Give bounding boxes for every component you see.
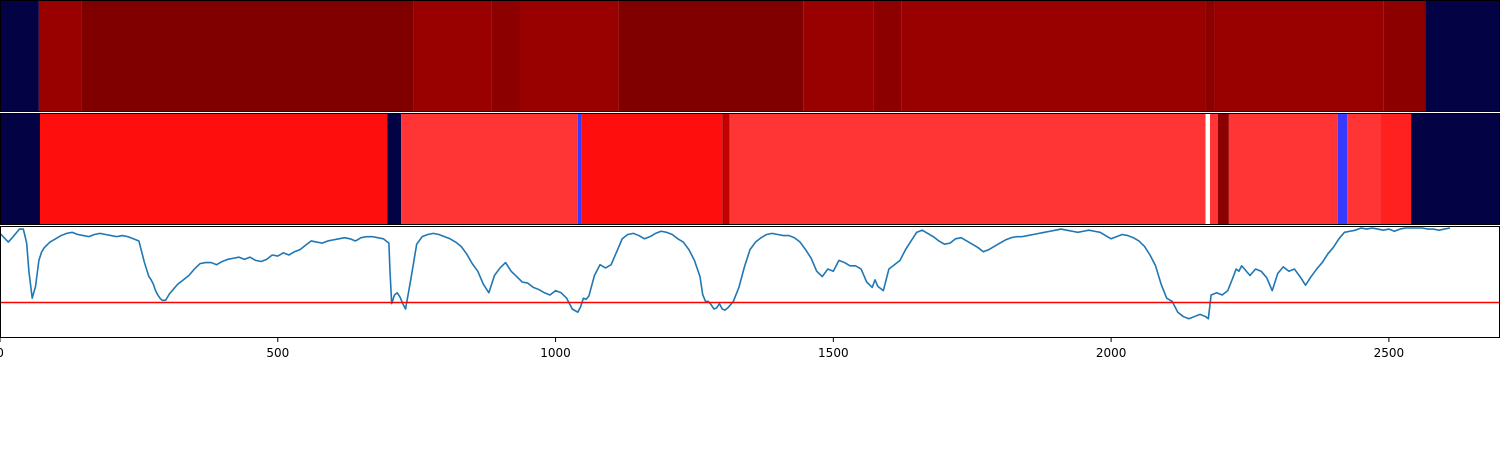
x-tick-label: 2000 [1096, 346, 1127, 360]
heatmap-segment [618, 0, 804, 112]
heatmap-segment [38, 0, 82, 112]
heatmap-segment [0, 113, 40, 225]
line-plot-panel [0, 226, 1500, 338]
heatmap-segment [901, 0, 1206, 112]
heatmap-segment [581, 113, 723, 225]
heatmap-segment [1383, 0, 1426, 112]
heatmap-segment [873, 0, 902, 112]
heatmap-segment [1228, 113, 1338, 225]
heatmap-segment [1217, 113, 1229, 225]
heatmap-segment [1205, 113, 1210, 225]
signal-line [0, 227, 1451, 320]
heatmap-segment [520, 0, 619, 112]
heatmap-segment [40, 113, 388, 225]
x-axis: 0 500 1000 1500 2000 2500 [0, 338, 1404, 360]
heatmap-segment [1411, 113, 1500, 225]
heatmap-segment [1214, 0, 1384, 112]
heatmap-segment [1205, 0, 1215, 112]
heatmap-segment [0, 0, 39, 112]
heatmap-segment [1210, 113, 1218, 225]
heatmap-segment [803, 0, 874, 112]
heatmap-segment [387, 113, 402, 225]
heatmap-segment [401, 113, 578, 225]
line-panel-background [0, 226, 1500, 338]
heatmap-segment [1425, 0, 1500, 112]
x-tick-label: 1000 [540, 346, 571, 360]
heatmap-segment [1347, 113, 1381, 225]
heatmap-segment [491, 0, 520, 112]
heatmap-segment [413, 0, 492, 112]
x-tick-label: 1500 [818, 346, 849, 360]
heatmap-segment [1337, 113, 1348, 225]
heatmap-segment [1380, 113, 1412, 225]
heatmap-segment [722, 113, 730, 225]
heatmap-segment [577, 113, 582, 225]
heatmap-segment [729, 113, 1206, 225]
x-tick-label: 0 [0, 346, 4, 360]
x-tick-label: 500 [266, 346, 289, 360]
heatmap-strip-top [0, 0, 1500, 112]
heatmap-strip-middle [0, 113, 1500, 225]
heatmap-segment [81, 0, 414, 112]
x-tick-label: 2500 [1374, 346, 1405, 360]
